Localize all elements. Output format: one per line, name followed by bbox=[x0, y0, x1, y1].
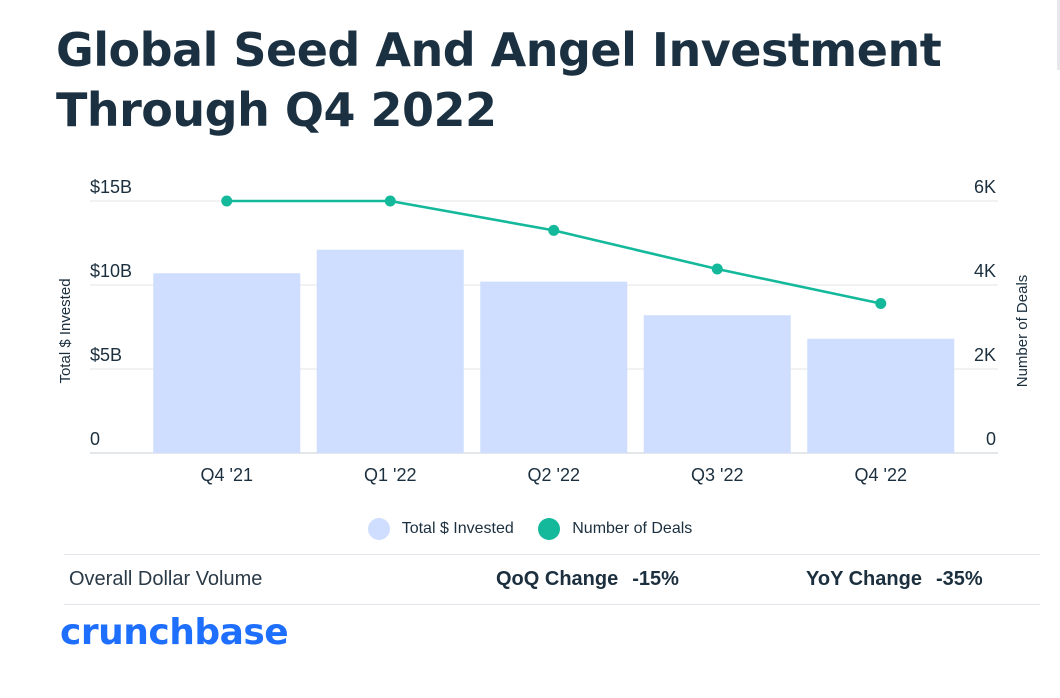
legend-item-deals[interactable]: Number of Deals bbox=[538, 518, 692, 540]
chart-title: Global Seed And Angel Investment Through… bbox=[56, 20, 942, 140]
left-axis-title: Total $ Invested bbox=[57, 278, 74, 383]
yoy-metric: YoY Change -35% bbox=[806, 568, 983, 591]
category-label: Q1 '22 bbox=[364, 465, 416, 485]
summary-bottom-rule bbox=[64, 604, 1040, 605]
deals-point[interactable] bbox=[548, 224, 560, 236]
deals-point[interactable] bbox=[384, 195, 396, 207]
category-label: Q3 '22 bbox=[691, 465, 743, 485]
deals-point[interactable] bbox=[711, 263, 723, 275]
summary-label: Overall Dollar Volume bbox=[69, 568, 263, 590]
qoq-label: QoQ Change bbox=[496, 568, 619, 590]
legend-swatch-deals bbox=[538, 518, 561, 540]
category-labels: Q4 '21 Q1 '22 Q2 '22 Q3 '22 Q4 '22 bbox=[201, 465, 907, 485]
legend-swatch-invested bbox=[367, 518, 390, 540]
summary-row: Overall Dollar Volume QoQ Change -15% YoY… bbox=[0, 562, 1060, 602]
left-axis-ticks: 0 $5B $10B $15B bbox=[90, 177, 132, 449]
deals-point[interactable] bbox=[875, 297, 887, 309]
left-tick-label: $15B bbox=[90, 177, 132, 197]
category-label: Q2 '22 bbox=[528, 465, 580, 485]
right-axis-ticks: 0 2K 4K 6K bbox=[974, 177, 996, 449]
bar[interactable] bbox=[807, 338, 955, 453]
qoq-metric: QoQ Change -15% bbox=[496, 568, 679, 591]
legend-item-invested[interactable]: Total $ Invested bbox=[367, 518, 514, 540]
chart-title-line-2: Through Q4 2022 bbox=[56, 83, 497, 137]
right-tick-label: 0 bbox=[986, 429, 996, 449]
right-tick-label: 4K bbox=[974, 261, 996, 281]
line-series bbox=[221, 195, 887, 309]
category-label: Q4 '22 bbox=[855, 465, 907, 485]
left-tick-label: $10B bbox=[90, 261, 132, 281]
bar[interactable] bbox=[316, 249, 464, 453]
bar[interactable] bbox=[153, 273, 301, 453]
yoy-label: YoY Change bbox=[806, 568, 922, 590]
category-label: Q4 '21 bbox=[201, 465, 253, 485]
legend-label-invested: Total $ Invested bbox=[401, 520, 514, 537]
legend-label-deals: Number of Deals bbox=[572, 520, 693, 537]
deals-point[interactable] bbox=[221, 195, 233, 207]
bar-series bbox=[153, 249, 955, 453]
right-axis-title: Number of Deals bbox=[1014, 275, 1031, 388]
chart-title-line-1: Global Seed And Angel Investment bbox=[56, 23, 942, 77]
bar[interactable] bbox=[643, 315, 791, 453]
left-tick-label: $5B bbox=[90, 345, 122, 365]
summary-top-rule bbox=[64, 554, 1040, 555]
edge-divider bbox=[1057, 0, 1060, 70]
right-tick-label: 6K bbox=[974, 177, 996, 197]
legend: Total $ Invested Number of Deals bbox=[0, 518, 1060, 545]
qoq-value: -15% bbox=[632, 568, 679, 590]
right-tick-label: 2K bbox=[974, 345, 996, 365]
crunchbase-logo: crunchbase bbox=[60, 612, 289, 653]
left-tick-label: 0 bbox=[90, 429, 100, 449]
bar[interactable] bbox=[480, 281, 628, 453]
yoy-value: -35% bbox=[935, 568, 983, 590]
